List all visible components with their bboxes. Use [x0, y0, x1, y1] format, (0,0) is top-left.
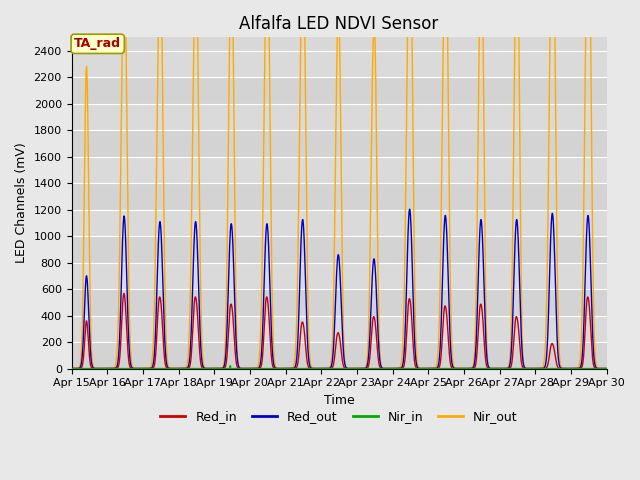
Red_out	[129, 365, 136, 371]
Nir_out	[68, 366, 76, 372]
Bar	[72, 104, 607, 130]
Nir_in	[129, 366, 136, 372]
Red_in	[535, 366, 543, 372]
Bar	[72, 315, 607, 342]
Nir_in	[296, 366, 304, 372]
Title: Alfalfa LED NDVI Sensor: Alfalfa LED NDVI Sensor	[239, 15, 438, 33]
Bar	[72, 156, 607, 183]
Bar	[72, 183, 607, 210]
Red_out	[273, 366, 281, 372]
Bar	[72, 263, 607, 289]
X-axis label: Time: Time	[324, 394, 355, 407]
Bar	[72, 236, 607, 263]
Red_in	[593, 366, 600, 372]
Nir_in	[593, 366, 600, 372]
Red_out	[296, 268, 304, 274]
Nir_in	[226, 363, 234, 369]
Nir_in	[273, 366, 281, 372]
Nir_in	[68, 366, 76, 372]
Nir_out	[535, 366, 543, 372]
Legend: Red_in, Red_out, Nir_in, Nir_out: Red_in, Red_out, Nir_in, Nir_out	[156, 406, 523, 429]
Red_in	[101, 366, 109, 372]
Nir_out	[273, 365, 280, 371]
Bar	[72, 77, 607, 104]
Nir_in	[535, 366, 543, 372]
Red_out	[101, 366, 109, 372]
Red_in	[129, 366, 137, 372]
Nir_out	[161, 240, 168, 246]
Bar	[72, 342, 607, 369]
Line: Red_out: Red_out	[72, 209, 607, 369]
Red_in	[603, 366, 611, 372]
Line: Nir_out: Nir_out	[72, 0, 607, 369]
Line: Red_in: Red_in	[72, 293, 607, 369]
Red_out	[603, 366, 611, 372]
Red_in	[296, 333, 304, 339]
Y-axis label: LED Channels (mV): LED Channels (mV)	[15, 143, 28, 264]
Red_out	[161, 332, 168, 337]
Red_in	[273, 366, 281, 372]
Nir_out	[603, 366, 611, 372]
Nir_out	[296, 99, 304, 105]
Bar	[72, 50, 607, 77]
Bar	[72, 130, 607, 156]
Nir_in	[603, 366, 611, 372]
Nir_out	[593, 363, 600, 369]
Red_in	[161, 357, 168, 362]
Nir_in	[161, 366, 168, 372]
Nir_out	[351, 366, 359, 372]
Text: TA_rad: TA_rad	[74, 37, 121, 50]
Red_in	[68, 366, 76, 372]
Red_out	[68, 366, 76, 372]
Red_out	[593, 365, 600, 371]
Red_in	[120, 290, 128, 296]
Bar	[72, 210, 607, 236]
Nir_out	[129, 364, 136, 370]
Line: Nir_in: Nir_in	[72, 366, 607, 369]
Red_out	[535, 366, 543, 372]
Red_out	[406, 206, 413, 212]
Bar	[72, 289, 607, 315]
